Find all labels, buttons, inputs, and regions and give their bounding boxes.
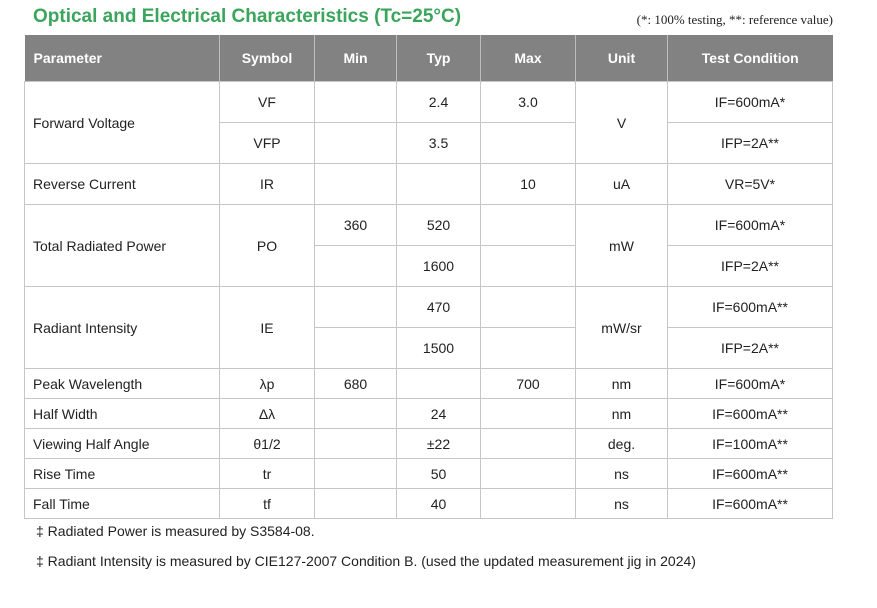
cell-condition: IF=600mA** <box>667 488 833 519</box>
cell-typ: 50 <box>396 458 481 489</box>
cell-unit: ns <box>575 488 668 519</box>
testing-note: (*: 100% testing, **: reference value) <box>636 12 833 27</box>
cell-min <box>314 428 397 459</box>
header-typ: Typ <box>396 35 481 82</box>
cell-max: 10 <box>480 163 576 205</box>
cell-max <box>480 204 576 246</box>
cell-min <box>314 286 397 328</box>
cell-min <box>314 122 397 164</box>
cell-condition: IFP=2A** <box>667 122 833 164</box>
cell-max <box>480 398 576 429</box>
cell-parameter: Total Radiated Power <box>24 204 220 287</box>
cell-unit: deg. <box>575 428 668 459</box>
cell-min <box>314 488 397 519</box>
header-unit: Unit <box>575 35 668 82</box>
cell-typ: 470 <box>396 286 481 328</box>
cell-condition: IF=100mA** <box>667 428 833 459</box>
cell-condition: IF=600mA* <box>667 81 833 123</box>
cell-parameter: Viewing Half Angle <box>24 428 220 459</box>
cell-symbol: IE <box>219 286 315 369</box>
cell-min: 680 <box>314 368 397 399</box>
header-symbol: Symbol <box>219 35 315 82</box>
cell-typ <box>396 163 481 205</box>
cell-min: 360 <box>314 204 397 246</box>
table-row: Radiant Intensity IE 470 mW/sr IF=600mA*… <box>24 286 833 369</box>
table-row: Reverse Current IR 10 uA VR=5V* <box>24 163 833 205</box>
cell-min <box>314 398 397 429</box>
cell-typ <box>396 368 481 399</box>
table-row: Total Radiated Power PO 360 520 mW IF=60… <box>24 204 833 287</box>
cell-symbol: tr <box>219 458 315 489</box>
cell-parameter: Rise Time <box>24 458 220 489</box>
cell-parameter: Half Width <box>24 398 220 429</box>
cell-symbol: θ1/2 <box>219 428 315 459</box>
cell-condition: IFP=2A** <box>667 245 833 287</box>
cell-max <box>480 327 576 369</box>
table-header-row: Parameter Symbol Min Typ Max Unit Test C… <box>24 35 833 82</box>
cell-typ: 2.4 <box>396 81 481 123</box>
cell-condition: IFP=2A** <box>667 327 833 369</box>
cell-typ: ±22 <box>396 428 481 459</box>
cell-parameter: Radiant Intensity <box>24 286 220 369</box>
header-parameter: Parameter <box>24 35 220 82</box>
cell-symbol: VFP <box>219 122 315 164</box>
cell-unit: V <box>575 81 668 164</box>
cell-condition: VR=5V* <box>667 163 833 205</box>
cell-max <box>480 122 576 164</box>
cell-unit: nm <box>575 368 668 399</box>
table-row: Forward Voltage VF 2.4 3.0 V IF=600mA* <box>24 81 833 164</box>
footnote-radiated-power: ‡ Radiated Power is measured by S3584-08… <box>36 523 315 539</box>
header-test-condition: Test Condition <box>667 35 833 82</box>
cell-unit: mW/sr <box>575 286 668 369</box>
cell-parameter: Peak Wavelength <box>24 368 220 399</box>
cell-symbol: tf <box>219 488 315 519</box>
cell-max <box>480 428 576 459</box>
table-row: Peak Wavelength λp 680 700 nm IF=600mA* <box>24 368 833 399</box>
footnote-radiant-intensity: ‡ Radiant Intensity is measured by CIE12… <box>36 553 696 569</box>
cell-unit: uA <box>575 163 668 205</box>
cell-condition: IF=600mA** <box>667 286 833 328</box>
cell-symbol: λp <box>219 368 315 399</box>
table-row: Half Width Δλ 24 nm IF=600mA** <box>24 398 833 429</box>
cell-max <box>480 245 576 287</box>
cell-condition: IF=600mA* <box>667 204 833 246</box>
cell-parameter: Fall Time <box>24 488 220 519</box>
cell-unit: mW <box>575 204 668 287</box>
cell-max <box>480 286 576 328</box>
cell-typ: 24 <box>396 398 481 429</box>
cell-min <box>314 81 397 123</box>
cell-unit: ns <box>575 458 668 489</box>
table-row: Fall Time tf 40 ns IF=600mA** <box>24 488 833 519</box>
cell-unit: nm <box>575 398 668 429</box>
cell-symbol: IR <box>219 163 315 205</box>
cell-typ: 1500 <box>396 327 481 369</box>
table-row: Viewing Half Angle θ1/2 ±22 deg. IF=100m… <box>24 428 833 459</box>
cell-typ: 40 <box>396 488 481 519</box>
page-title: Optical and Electrical Characteristics (… <box>33 6 462 27</box>
cell-parameter: Reverse Current <box>24 163 220 205</box>
cell-max <box>480 458 576 489</box>
header-max: Max <box>480 35 576 82</box>
cell-symbol: Δλ <box>219 398 315 429</box>
cell-symbol: VF <box>219 81 315 123</box>
characteristics-table: Parameter Symbol Min Typ Max Unit Test C… <box>24 35 833 519</box>
cell-min <box>314 327 397 369</box>
table-row: Rise Time tr 50 ns IF=600mA** <box>24 458 833 489</box>
cell-symbol: PO <box>219 204 315 287</box>
cell-typ: 3.5 <box>396 122 481 164</box>
cell-parameter: Forward Voltage <box>24 81 220 164</box>
cell-max: 700 <box>480 368 576 399</box>
cell-condition: IF=600mA** <box>667 398 833 429</box>
cell-min <box>314 458 397 489</box>
cell-min <box>314 163 397 205</box>
cell-min <box>314 245 397 287</box>
header-min: Min <box>314 35 397 82</box>
cell-condition: IF=600mA** <box>667 458 833 489</box>
cell-max: 3.0 <box>480 81 576 123</box>
cell-max <box>480 488 576 519</box>
cell-typ: 1600 <box>396 245 481 287</box>
cell-typ: 520 <box>396 204 481 246</box>
table-row: 1500 IFP=2A** <box>25 327 833 369</box>
cell-condition: IF=600mA* <box>667 368 833 399</box>
